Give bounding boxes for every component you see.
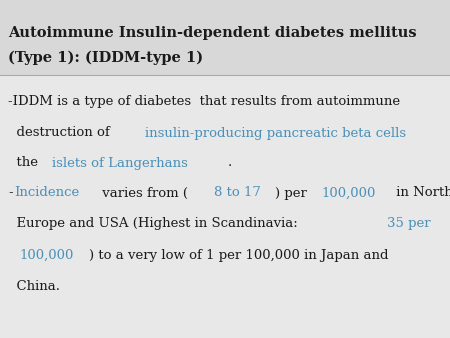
Text: destruction of: destruction of [8, 126, 114, 140]
Text: .: . [228, 156, 232, 169]
Text: Europe and USA (Highest in Scandinavia:: Europe and USA (Highest in Scandinavia: [8, 217, 302, 230]
Text: the: the [8, 156, 42, 169]
Text: islets of Langerhans: islets of Langerhans [52, 156, 188, 169]
Text: China.: China. [8, 280, 60, 292]
Text: Autoimmune Insulin-dependent diabetes mellitus: Autoimmune Insulin-dependent diabetes me… [8, 26, 417, 40]
Text: ) per: ) per [275, 187, 311, 199]
Text: ) to a very low of 1 per 100,000 in Japan and: ) to a very low of 1 per 100,000 in Japa… [89, 248, 389, 262]
Text: 8 to 17: 8 to 17 [214, 187, 261, 199]
Text: 100,000: 100,000 [19, 248, 73, 262]
Text: 100,000: 100,000 [321, 187, 376, 199]
Bar [0, 0, 450, 75]
Text: -IDDM is a type of diabetes  that results from autoimmune: -IDDM is a type of diabetes that results… [8, 95, 400, 107]
Text: in Northern: in Northern [392, 187, 450, 199]
Text: varies from (: varies from ( [98, 187, 188, 199]
Text: (Type 1): (IDDM-type 1): (Type 1): (IDDM-type 1) [8, 51, 203, 65]
Text: -: - [8, 187, 13, 199]
Text: insulin-producing pancreatic beta cells: insulin-producing pancreatic beta cells [145, 126, 406, 140]
Text: Incidence: Incidence [14, 187, 79, 199]
Text: 35 per: 35 per [387, 217, 431, 230]
